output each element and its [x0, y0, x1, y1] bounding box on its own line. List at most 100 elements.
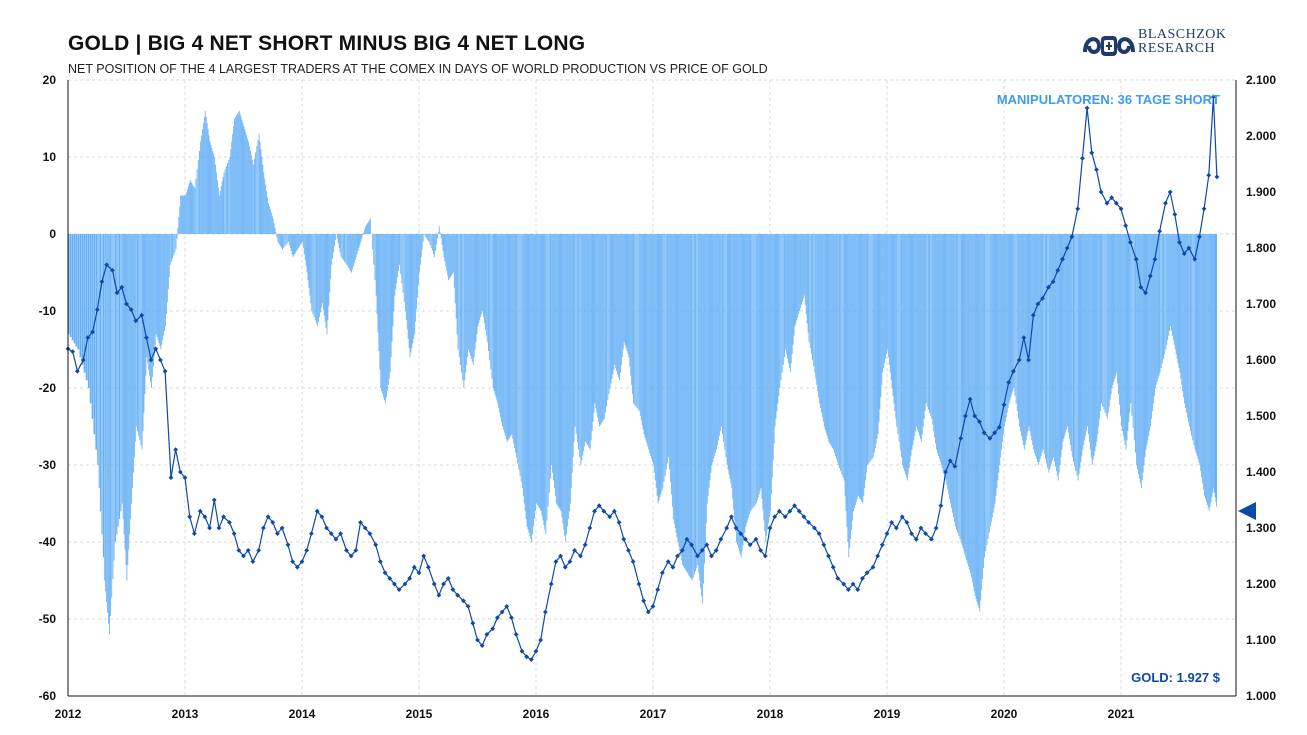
bar — [451, 234, 452, 276]
bar — [807, 234, 809, 333]
bar — [619, 234, 620, 381]
bar — [445, 234, 447, 267]
bar — [1183, 234, 1185, 398]
gold-price-point — [1123, 223, 1129, 228]
bar — [827, 234, 829, 439]
bar — [556, 234, 558, 506]
gold-price-point — [758, 548, 764, 553]
bar — [587, 234, 589, 447]
bar — [683, 234, 684, 567]
gold-price-point — [826, 553, 831, 559]
bar — [965, 234, 967, 558]
gold-price-point — [207, 525, 212, 531]
bar — [108, 234, 109, 624]
bar — [1121, 234, 1123, 432]
bar — [342, 234, 344, 261]
bar — [738, 234, 740, 552]
x-axis-tick-label: 2018 — [757, 707, 784, 721]
bar — [832, 234, 834, 449]
bar — [585, 234, 586, 442]
x-axis-tick-label: 2015 — [406, 707, 433, 721]
bar — [907, 234, 909, 475]
bar — [174, 234, 176, 253]
bar — [786, 234, 787, 355]
bar — [863, 234, 865, 496]
bar — [1112, 234, 1114, 385]
bar — [729, 234, 731, 479]
gold-price-point — [314, 508, 320, 514]
bar — [909, 234, 911, 462]
bar — [230, 149, 232, 234]
bar — [815, 234, 817, 379]
bar — [334, 234, 335, 247]
bar — [1186, 234, 1187, 413]
bar — [669, 234, 670, 470]
gold-price-point — [411, 564, 417, 570]
gold-price-point — [1064, 245, 1070, 251]
gold-price-point — [475, 637, 480, 643]
bar — [1055, 234, 1057, 472]
gold-price-point — [1060, 256, 1065, 262]
gold-price-point — [747, 542, 753, 548]
bar — [306, 234, 308, 273]
bar — [407, 234, 409, 339]
bar — [857, 234, 859, 496]
bar — [105, 234, 107, 592]
bar — [1097, 234, 1099, 435]
bar — [824, 234, 826, 430]
bar — [514, 234, 516, 449]
bar — [583, 234, 585, 452]
bar — [1110, 234, 1112, 395]
bar-series — [68, 110, 1218, 635]
bar — [996, 234, 998, 489]
bar — [426, 234, 428, 239]
bar — [264, 178, 266, 234]
gold-price-point — [290, 559, 296, 564]
bar — [1060, 234, 1062, 458]
bar — [888, 234, 890, 365]
bar — [405, 234, 407, 321]
gold-price-point — [231, 531, 237, 536]
gold-price-point — [1167, 189, 1173, 195]
bar — [991, 234, 993, 518]
bar — [746, 234, 748, 524]
bar — [1091, 234, 1093, 465]
bar — [269, 206, 270, 234]
bar — [505, 234, 507, 439]
bar — [878, 234, 880, 422]
bar — [958, 234, 960, 536]
bar — [249, 146, 250, 234]
bar — [623, 234, 625, 342]
bar — [662, 234, 664, 489]
bar — [1065, 234, 1067, 433]
bar — [699, 234, 701, 581]
bar — [279, 234, 281, 245]
bar — [737, 234, 739, 549]
bar — [446, 234, 448, 271]
bar — [1206, 234, 1208, 506]
gold-price-point — [104, 262, 110, 268]
bar — [1205, 234, 1206, 499]
bar — [915, 234, 917, 432]
bar — [843, 234, 845, 481]
gold-price-point — [992, 430, 998, 436]
gold-price-point — [787, 508, 793, 514]
bar — [284, 234, 286, 247]
bar — [1003, 234, 1004, 435]
bar — [313, 234, 315, 318]
bar — [773, 234, 775, 444]
bar — [858, 234, 860, 498]
bar — [952, 234, 953, 513]
gold-price-point — [1089, 150, 1095, 156]
bar — [293, 234, 295, 256]
gold-price-point — [114, 290, 120, 296]
bar — [462, 234, 464, 381]
gold-price-point — [382, 570, 388, 576]
bar — [809, 234, 811, 348]
bar — [861, 234, 863, 502]
bar — [957, 234, 959, 533]
gold-price-point — [909, 531, 914, 536]
bar — [314, 234, 316, 321]
bar — [859, 234, 861, 499]
bar — [1082, 234, 1084, 450]
